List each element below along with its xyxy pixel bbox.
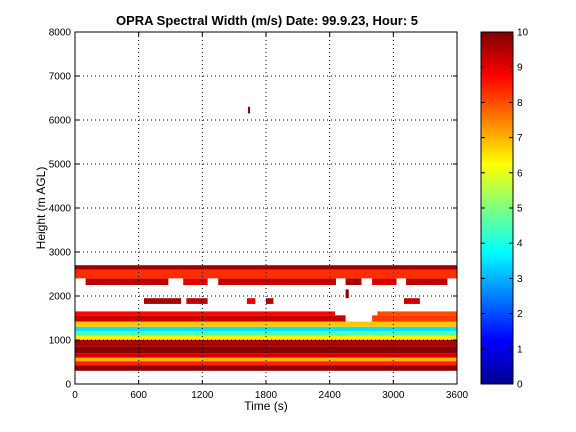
colorbar-tick-label: 6	[517, 168, 523, 179]
x-tick-label: 600	[130, 390, 147, 401]
colorbar-tick-label: 3	[517, 274, 523, 285]
heatmap-cell	[75, 346, 457, 354]
colorbar-tick-label: 2	[517, 309, 523, 320]
y-tick-label: 8000	[49, 28, 72, 39]
y-tick-label: 5000	[49, 160, 72, 171]
heatmap-cell	[345, 289, 349, 299]
heatmap-cell	[75, 269, 457, 279]
heatmap-cell	[75, 335, 457, 340]
heatmap-plot-area: 0 600 1200 1800 2400 3000 3600 0 1000 2000 3000 40…	[49, 28, 469, 402]
heatmap-cell	[75, 353, 457, 358]
colorbar-tick-label: 4	[517, 239, 523, 250]
x-tick-label: 3000	[382, 390, 405, 401]
heatmap-cell	[143, 298, 182, 304]
y-tick-label: 3000	[49, 248, 72, 259]
x-tick-label: 1200	[191, 390, 214, 401]
heatmap-cell	[406, 278, 448, 285]
heatmap-cell	[218, 278, 337, 285]
y-axis-ticks: 0 1000 2000 3000 4000 5000 6000 7000 8000	[49, 28, 457, 391]
chart-title: OPRA Spectral Width (m/s) Date: 99.9.23,…	[116, 13, 418, 28]
colorbar-tick-label: 5	[517, 204, 523, 215]
y-tick-label: 7000	[49, 72, 72, 83]
heatmap-cell	[75, 361, 457, 366]
heatmap-cell	[372, 315, 457, 322]
heatmap-cell	[372, 278, 397, 285]
y-tick-label: 6000	[49, 116, 72, 127]
x-tick-label: 3600	[446, 390, 469, 401]
heatmap-cell	[403, 298, 420, 304]
y-tick-label: 0	[65, 380, 71, 391]
heatmap-cell	[85, 278, 169, 285]
heatmap-cell	[266, 298, 274, 304]
heatmap-cell	[186, 298, 208, 304]
heatmap-cell	[75, 357, 457, 362]
heatmap-cell	[345, 278, 362, 285]
heatmap-cell	[75, 340, 457, 347]
heatmap-cell	[246, 298, 256, 304]
colorbar-gradient	[480, 31, 514, 385]
colorbar: 0 1 2 3 4 5 6 7 8 9 10	[480, 28, 529, 391]
x-tick-label: 0	[72, 390, 78, 401]
heatmap-cell	[75, 265, 457, 270]
colorbar-tick-label: 8	[517, 98, 523, 109]
colorbar-tick-label: 0	[517, 380, 523, 391]
grid-lines	[75, 32, 457, 384]
heatmap-cell	[377, 311, 457, 316]
y-tick-label: 2000	[49, 292, 72, 303]
colorbar-tick-label: 9	[517, 63, 523, 74]
heatmap-cell	[183, 278, 208, 285]
y-tick-label: 1000	[49, 336, 72, 347]
colorbar-tick-label: 7	[517, 133, 523, 144]
heatmap-cell	[75, 315, 346, 322]
colorbar-tick-label: 10	[517, 28, 529, 39]
x-tick-label: 1800	[255, 390, 278, 401]
colorbar-ticks: 0 1 2 3 4 5 6 7 8 9 10	[481, 28, 529, 391]
heatmap-cell	[247, 106, 251, 114]
x-tick-label: 2400	[319, 390, 342, 401]
y-axis-label: Height (m AGL)	[34, 167, 48, 250]
x-axis-label: Time (s)	[244, 399, 288, 413]
x-axis-ticks: 0 600 1200 1800 2400 3000 3600	[72, 32, 469, 401]
colorbar-tick-label: 1	[517, 344, 523, 355]
heatmap-cell	[75, 311, 335, 316]
heatmap-cell	[75, 331, 457, 336]
y-tick-label: 4000	[49, 204, 72, 215]
